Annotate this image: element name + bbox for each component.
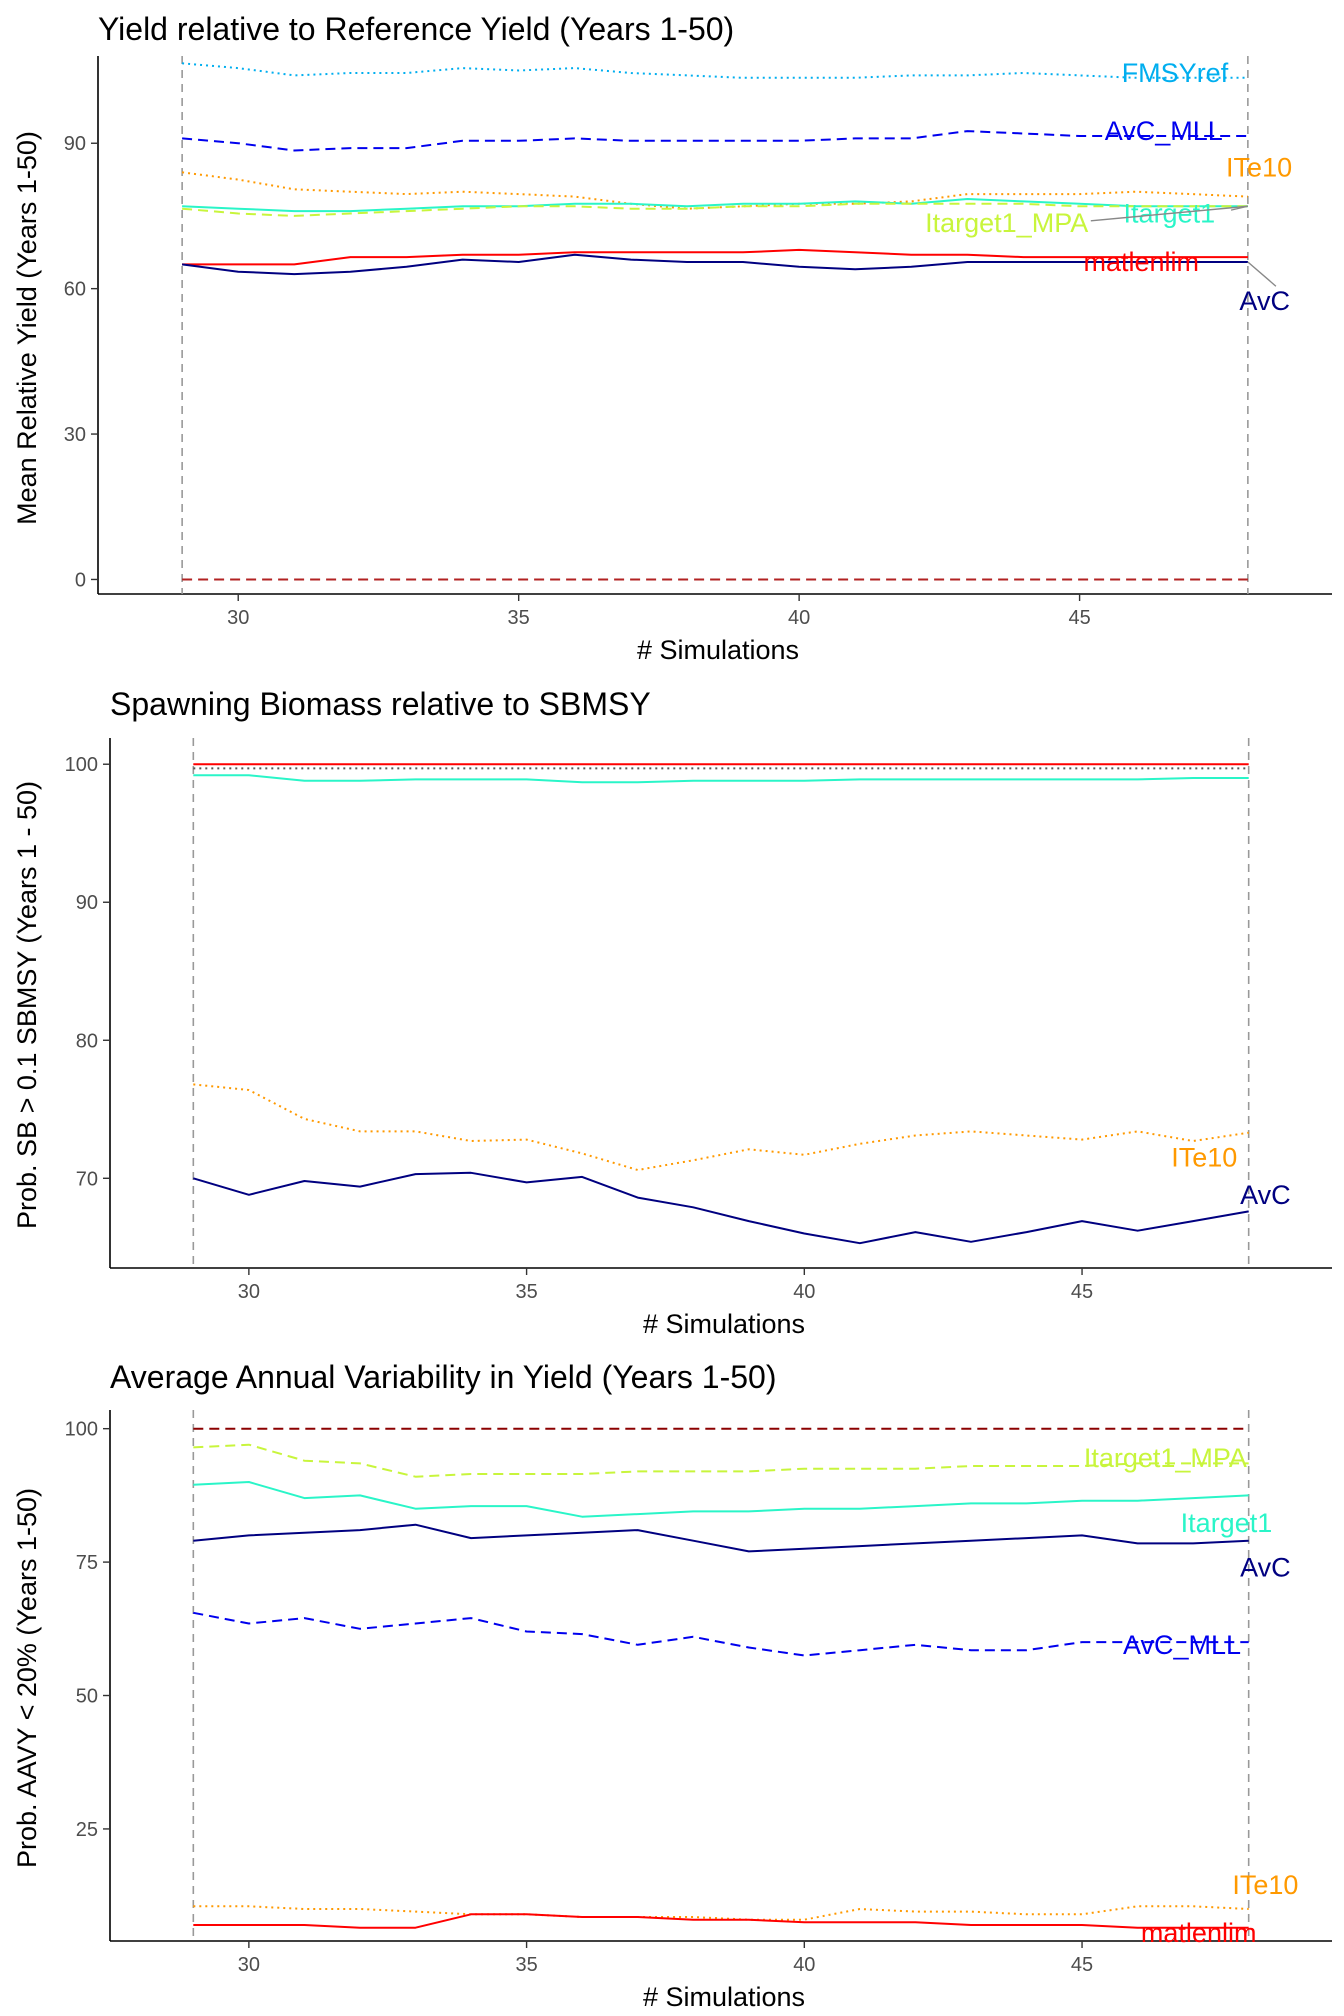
series-label: AvC xyxy=(1239,286,1290,316)
x-tick-label: 45 xyxy=(1071,1281,1093,1303)
x-tick-label: 45 xyxy=(1068,607,1090,629)
y-tick-label: 60 xyxy=(64,279,86,301)
series-line-matlenlim xyxy=(182,248,1248,266)
y-tick-label: 70 xyxy=(76,1168,98,1190)
series-line-itarget1 xyxy=(182,198,1248,213)
plot-panel-3: 30 35 40 45 25 50 75 100 Itarget1_MPA Itarget1 AvC… xyxy=(65,1410,1332,1976)
y-tick-label: 25 xyxy=(76,1819,98,1841)
series-line-itarget1-mpa xyxy=(182,202,1248,217)
y-axis-label: Prob. SB > 0.1 SBMSY (Years 1 - 50) xyxy=(12,781,42,1229)
x-axis-label: # Simulations xyxy=(643,1309,805,1339)
y-tick-label: 100 xyxy=(65,1419,98,1441)
y-tick-label: 100 xyxy=(65,754,98,776)
series-line-avc xyxy=(193,1171,1249,1245)
chart-title: Spawning Biomass relative to SBMSY xyxy=(110,686,651,722)
x-tick-label: 35 xyxy=(515,1954,537,1976)
series-label: AvC_MLL xyxy=(1123,1630,1241,1660)
series-line-avc xyxy=(193,1523,1249,1553)
series-line-avc-mll xyxy=(193,1611,1249,1657)
y-tick-label: 50 xyxy=(76,1686,98,1708)
y-axis-label: Prob. AAVY < 20% (Years 1-50) xyxy=(12,1488,42,1868)
series-label: FMSYref xyxy=(1122,58,1229,88)
y-axis-label: Mean Relative Yield (Years 1-50) xyxy=(12,131,42,525)
x-axis-label: # Simulations xyxy=(643,1982,805,2012)
series-label: AvC xyxy=(1240,1552,1291,1582)
plot-marks: 30 35 40 450306090FMSYrefAvC_MLLITe10Itarge… xyxy=(64,56,1332,1976)
x-tick-label: 30 xyxy=(227,607,249,629)
series-line-matlenlim xyxy=(193,1913,1249,1929)
series-label: matlenlim xyxy=(1141,1918,1257,1948)
series-label: Itarget1_MPA xyxy=(1084,1443,1247,1473)
label-leader-line xyxy=(1230,205,1249,211)
series-label: matlenlim xyxy=(1084,247,1200,277)
chart-title: Yield relative to Reference Yield (Years… xyxy=(98,11,734,47)
series-line-itarget1 xyxy=(193,774,1249,784)
y-tick-label: 90 xyxy=(64,133,86,155)
y-tick-label: 30 xyxy=(64,424,86,446)
panel-aavy: Average Annual Variability in Yield (Yea… xyxy=(12,1359,805,2012)
x-tick-label: 35 xyxy=(508,607,530,629)
y-tick-label: 80 xyxy=(76,1030,98,1052)
series-label: Itarget1_MPA xyxy=(925,208,1088,238)
panel-yield: Yield relative to Reference Yield (Years… xyxy=(12,11,799,665)
series-label: AvC xyxy=(1240,1180,1291,1210)
y-tick-label: 90 xyxy=(76,892,98,914)
series-line-itarget1 xyxy=(193,1481,1249,1518)
x-tick-label: 35 xyxy=(515,1281,537,1303)
series-label: ITe10 xyxy=(1171,1143,1237,1173)
series-line-fmsyref xyxy=(182,62,1248,79)
x-tick-label: 30 xyxy=(238,1954,260,1976)
series-line-avc xyxy=(181,253,1248,276)
chart-title: Average Annual Variability in Yield (Yea… xyxy=(110,1359,776,1395)
series-label: ITe10 xyxy=(1226,152,1292,182)
x-tick-label: 40 xyxy=(793,1954,815,1976)
label-leader-line xyxy=(1247,261,1277,287)
y-tick-label: 0 xyxy=(75,569,86,591)
series-line-avc-mll xyxy=(182,130,1248,152)
label-leader-line xyxy=(1090,205,1248,222)
panel-spawning-biomass: Spawning Biomass relative to SBMSY # Sim… xyxy=(12,686,805,1339)
x-tick-label: 30 xyxy=(238,1281,260,1303)
series-label: ITe10 xyxy=(1232,1870,1298,1900)
y-tick-label: 75 xyxy=(76,1552,98,1574)
series-line-itarget1-mpa xyxy=(193,1443,1249,1478)
x-tick-label: 40 xyxy=(788,607,810,629)
x-tick-label: 40 xyxy=(793,1281,815,1303)
series-label: AvC_MLL xyxy=(1105,116,1223,146)
series-label: Itarget1 xyxy=(1181,1508,1273,1538)
x-axis-label: # Simulations xyxy=(637,635,799,665)
x-tick-label: 45 xyxy=(1071,1954,1093,1976)
